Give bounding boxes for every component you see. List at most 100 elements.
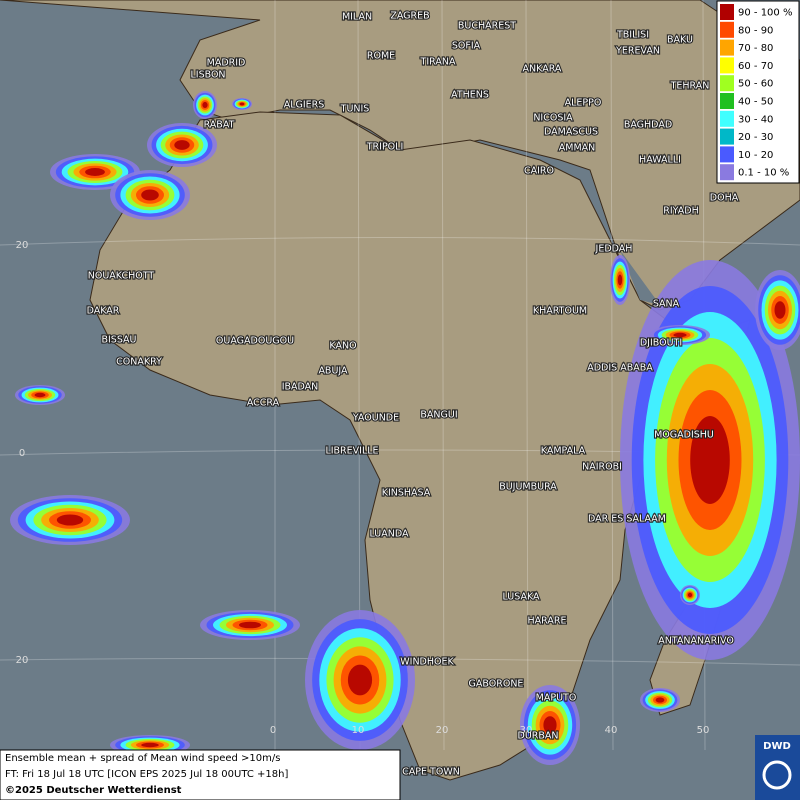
longitude-label: 0 (270, 725, 276, 736)
city-label: CAPE TOWN (402, 767, 460, 778)
city-label: MAPUTO (536, 693, 577, 704)
city-label: OUAGADOUGOU (216, 336, 294, 347)
latitude-label: 0 (19, 448, 25, 459)
latitude-label: 20 (16, 240, 29, 251)
probability-area (239, 102, 245, 106)
legend-label: 60 - 70 (738, 61, 773, 72)
probability-area (543, 716, 557, 734)
city-label: SANA (653, 299, 680, 310)
city-label: ACCRA (247, 398, 280, 409)
city-label: ANTANANARIVO (658, 636, 734, 647)
city-label: DOHA (710, 193, 739, 204)
city-label: BAGHDAD (624, 120, 672, 131)
footer-line: ©2025 Deutscher Wetterdienst (5, 785, 182, 796)
city-label: CAIRO (524, 166, 554, 177)
legend: 90 - 100 % 80 - 90 70 - 80 60 - 70 50 - 60 40… (716, 0, 800, 184)
longitude-label: 20 (436, 725, 449, 736)
probability-areas (10, 91, 800, 765)
legend-swatch (720, 21, 734, 38)
city-label: KANO (329, 341, 356, 352)
city-label: ALGIERS (284, 100, 325, 111)
legend-label: 30 - 40 (738, 114, 773, 125)
city-label: KINSHASA (382, 488, 431, 499)
city-label: HAWALLI (639, 155, 681, 166)
city-label: TBILISI (616, 30, 649, 41)
city-label: ADDIS ABABA (587, 363, 653, 374)
probability-area (239, 621, 261, 629)
footer-line: Ensemble mean + spread of Mean wind spee… (5, 753, 280, 764)
legend-label: 20 - 30 (738, 132, 773, 143)
legend-swatch (720, 164, 734, 181)
legend-swatch (720, 4, 734, 20)
probability-area (85, 168, 105, 176)
city-label: ANKARA (523, 64, 562, 75)
city-label: IBADAN (282, 382, 319, 393)
longitude-label: 50 (697, 725, 710, 736)
probability-area (774, 301, 786, 319)
legend-label: 40 - 50 (738, 97, 773, 108)
legend-swatch (720, 128, 734, 145)
city-label: YEREVAN (615, 46, 660, 57)
legend-label: 90 - 100 % (738, 8, 792, 19)
legend-swatch (720, 93, 734, 109)
city-label: NOUAKCHOTT (88, 271, 155, 282)
probability-area (347, 664, 373, 696)
city-label: TUNIS (340, 104, 370, 115)
probability-area (202, 101, 208, 109)
footer-box (0, 749, 401, 800)
probability-area (687, 592, 693, 598)
legend-label: 50 - 60 (738, 79, 773, 90)
city-label: JEDDAH (595, 244, 633, 255)
city-label: DAKAR (87, 306, 120, 317)
city-label: LUSAKA (502, 592, 540, 603)
legend-swatch (720, 39, 734, 56)
city-label: ATHENS (451, 90, 489, 101)
city-label: MOGADISHU (654, 430, 714, 441)
probability-area (617, 274, 623, 286)
city-label: WINDHOEK (400, 657, 454, 668)
longitude-label: 40 (605, 725, 618, 736)
city-label: DJIBOUTI (640, 338, 682, 349)
legend-swatch (720, 110, 734, 127)
city-label: GABORONE (469, 679, 524, 690)
city-label: ALEPPO (565, 98, 602, 109)
city-label: TIRANA (420, 57, 456, 68)
city-label: ROME (367, 51, 395, 62)
city-label: ZAGREB (390, 11, 429, 22)
footer-line: FT: Fri 18 Jul 18 UTC [ICON EPS 2025 Jul… (5, 769, 288, 780)
legend-label: 80 - 90 (738, 25, 773, 36)
city-label: BAKU (667, 35, 693, 46)
city-label: DURBAN (518, 731, 559, 742)
logo-icon (762, 760, 792, 790)
logo: DWD (763, 741, 791, 752)
probability-area (673, 332, 687, 338)
legend-label: 0.1 - 10 % (738, 168, 789, 179)
city-label: NAIROBI (582, 462, 622, 473)
city-label: HARARE (528, 616, 567, 627)
city-label: BUCHAREST (458, 21, 516, 32)
latitude-label: 20 (16, 655, 29, 666)
city-label: MADRID (207, 58, 246, 69)
probability-area (56, 514, 84, 526)
city-label: BUJUMBURA (499, 482, 557, 493)
city-label: DAR ES SALAAM (588, 514, 666, 525)
city-label: BISSAU (101, 335, 136, 346)
city-label: TEHRAN (670, 81, 710, 92)
city-label: CONAKRY (116, 357, 162, 368)
legend-label: 70 - 80 (738, 43, 773, 54)
legend-items: 90 - 100 % 80 - 90 70 - 80 60 - 70 50 - 60 40… (720, 4, 792, 181)
longitude-label: 30 (520, 725, 533, 736)
city-label: TRIPOLI (366, 142, 404, 153)
city-label: ABUJA (318, 366, 348, 377)
city-label: LUANDA (369, 529, 409, 540)
probability-area (141, 742, 159, 748)
city-label: KAMPALA (541, 446, 586, 457)
city-label: RIYADH (663, 206, 698, 217)
probability-area (141, 189, 159, 201)
city-label: DAMASCUS (544, 127, 598, 138)
city-label: YAOUNDE (352, 413, 399, 424)
legend-swatch (720, 57, 734, 74)
legend-swatch (720, 146, 734, 163)
probability-area (174, 140, 190, 150)
